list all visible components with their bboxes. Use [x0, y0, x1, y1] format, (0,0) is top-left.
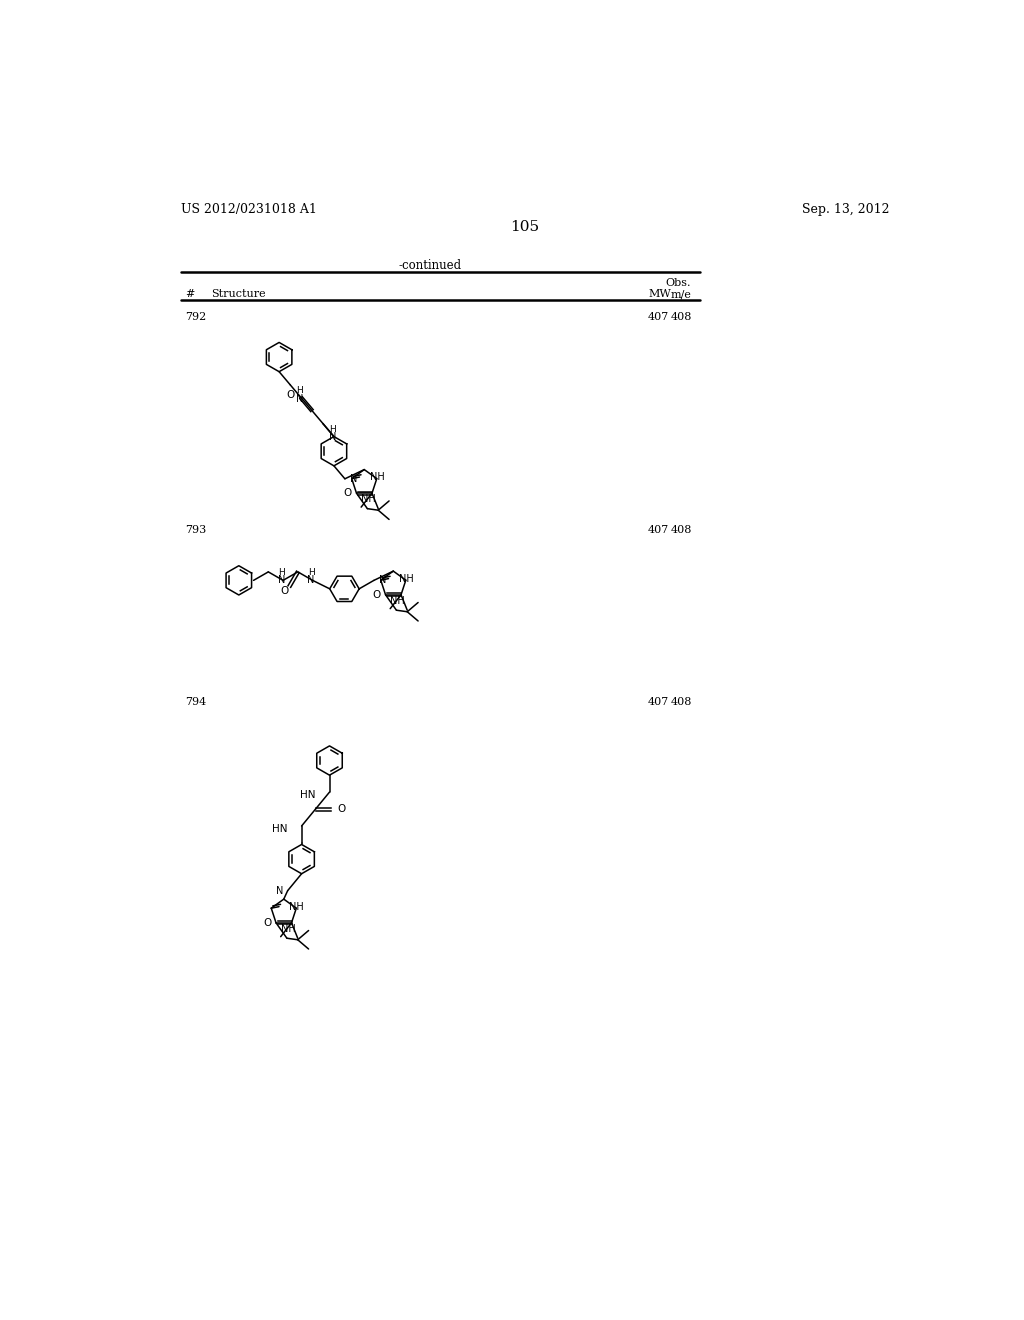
Text: N: N: [307, 576, 314, 585]
Text: 793: 793: [185, 525, 207, 535]
Text: NH: NH: [361, 495, 376, 504]
Text: 408: 408: [671, 525, 692, 535]
Text: 407: 407: [647, 525, 669, 535]
Text: Sep. 13, 2012: Sep. 13, 2012: [802, 203, 890, 216]
Text: 792: 792: [185, 313, 207, 322]
Text: Structure: Structure: [211, 289, 265, 300]
Text: 408: 408: [671, 697, 692, 708]
Text: O: O: [263, 917, 271, 928]
Text: O: O: [281, 586, 289, 597]
Text: HN: HN: [272, 824, 288, 834]
Text: O: O: [373, 590, 381, 599]
Text: N: N: [278, 576, 286, 585]
Text: 105: 105: [510, 220, 540, 234]
Text: H: H: [279, 568, 285, 577]
Text: NH: NH: [281, 924, 296, 935]
Text: N: N: [296, 393, 304, 404]
Text: Obs.: Obs.: [665, 277, 690, 288]
Text: O: O: [337, 804, 345, 814]
Text: H: H: [296, 387, 303, 395]
Text: NH: NH: [370, 473, 384, 482]
Text: HN: HN: [300, 791, 315, 800]
Text: N: N: [349, 474, 357, 484]
Text: N: N: [379, 576, 386, 585]
Text: 408: 408: [671, 313, 692, 322]
Text: m/e: m/e: [671, 289, 691, 300]
Text: NH: NH: [398, 574, 414, 583]
Text: #: #: [185, 289, 195, 300]
Text: H: H: [329, 425, 336, 434]
Text: O: O: [344, 488, 352, 498]
Text: O: O: [287, 389, 295, 400]
Text: NH: NH: [390, 595, 404, 606]
Text: -continued: -continued: [398, 259, 462, 272]
Text: N: N: [275, 886, 283, 896]
Text: H: H: [307, 568, 314, 577]
Text: NH: NH: [289, 902, 304, 912]
Text: US 2012/0231018 A1: US 2012/0231018 A1: [180, 203, 316, 216]
Text: N: N: [329, 433, 337, 442]
Text: 794: 794: [185, 697, 207, 708]
Text: 407: 407: [647, 313, 669, 322]
Text: MW: MW: [649, 289, 672, 300]
Text: 407: 407: [647, 697, 669, 708]
